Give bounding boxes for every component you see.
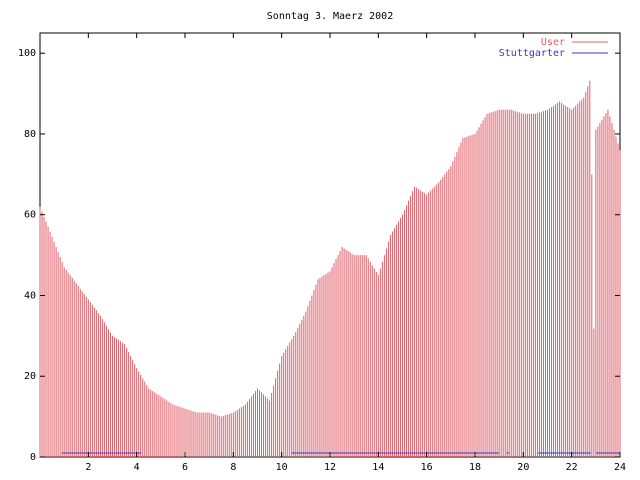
y-tick-label: 100	[18, 48, 36, 59]
x-axis-ticks: 2 4 6 8 10 12 14 16 18 20 22 24	[85, 33, 626, 473]
x-tick-label: 6	[182, 462, 188, 473]
x-tick-label: 14	[372, 462, 384, 473]
legend-label-user: User	[541, 37, 565, 48]
x-tick-label: 2	[85, 462, 91, 473]
x-tick-label: 16	[421, 462, 433, 473]
x-tick-label: 4	[134, 462, 140, 473]
y-axis-ticks: 0 20 40 60 80 100	[18, 48, 620, 463]
x-tick-label: 24	[614, 462, 626, 473]
y-tick-label: 20	[24, 371, 36, 382]
legend-label-stuttgarter: Stuttgarter	[499, 48, 565, 59]
y-tick-label: 80	[24, 129, 36, 140]
x-tick-label: 22	[566, 462, 578, 473]
y-tick-label: 0	[30, 452, 36, 463]
x-tick-label: 18	[469, 462, 481, 473]
y-tick-label: 60	[24, 210, 36, 221]
legend: User Stuttgarter	[499, 37, 608, 59]
x-tick-label: 12	[324, 462, 336, 473]
x-tick-label: 10	[276, 462, 288, 473]
chart-title: Sonntag 3. Maerz 2002	[267, 11, 393, 22]
user-bars	[39, 80, 621, 457]
y-tick-label: 40	[24, 290, 36, 301]
x-tick-label: 20	[517, 462, 529, 473]
x-tick-label: 8	[230, 462, 236, 473]
